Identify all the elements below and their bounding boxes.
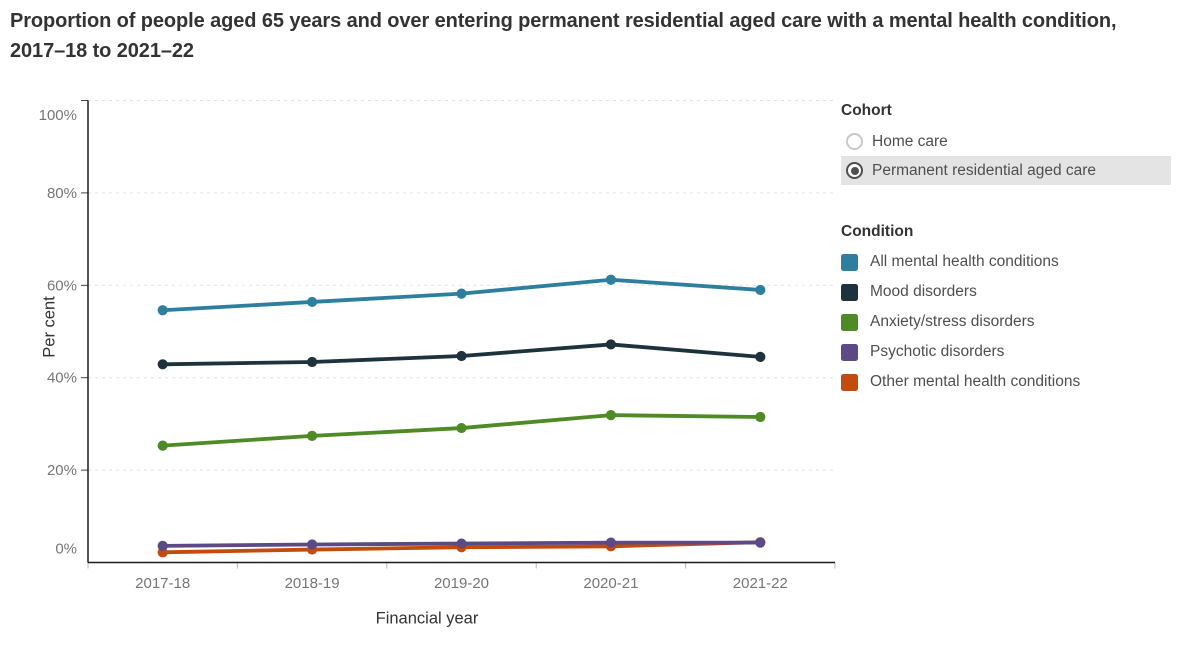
legend-item[interactable]: All mental health conditions	[841, 247, 1181, 277]
radio-option-label: Home care	[872, 132, 948, 150]
data-point-psychotic-disorders-2017-18[interactable]	[157, 540, 168, 551]
y-axis-tick-label: 60%	[47, 277, 77, 294]
legend-label: Mood disorders	[870, 283, 977, 300]
x-axis-tick-label: 2018-19	[285, 575, 340, 592]
legend-swatch	[841, 373, 858, 391]
radio-option-label: Permanent residential aged care	[872, 161, 1097, 179]
radio-option-home-care[interactable]: Home care	[841, 127, 1171, 156]
data-point-psychotic-disorders-2020-21[interactable]	[605, 537, 617, 548]
legend-label: Other mental health conditions	[870, 373, 1081, 390]
data-point-all-mental-health-conditions-2018-19[interactable]	[307, 296, 318, 308]
legend-label: Psychotic disorders	[870, 343, 1005, 360]
legend-swatch	[841, 283, 858, 301]
legend-label: Anxiety/stress disorders	[870, 313, 1035, 330]
x-axis-tick-label: 2021-22	[733, 575, 788, 592]
data-point-anxiety-stress-disorders-2017-18[interactable]	[157, 440, 168, 451]
data-point-mood-disorders-2018-19[interactable]	[307, 356, 318, 368]
cohort-legend-title: Cohort	[841, 102, 892, 119]
condition-legend-title: Condition	[841, 223, 914, 240]
x-axis-tick-label: 2020-21	[583, 575, 638, 592]
data-point-psychotic-disorders-2018-19[interactable]	[307, 539, 318, 550]
data-point-mood-disorders-2021-22[interactable]	[755, 351, 766, 363]
data-point-anxiety-stress-disorders-2020-21[interactable]	[605, 410, 617, 421]
radio-button-icon[interactable]	[846, 162, 863, 179]
page-title: Proportion of people aged 65 years and o…	[10, 10, 1117, 62]
data-point-all-mental-health-conditions-2019-20[interactable]	[456, 288, 467, 299]
legend-swatch	[841, 343, 858, 361]
legend-label: All mental health conditions	[870, 253, 1059, 270]
data-point-mood-disorders-2019-20[interactable]	[456, 350, 467, 362]
data-point-all-mental-health-conditions-2017-18[interactable]	[157, 305, 168, 316]
legend-item[interactable]: Anxiety/stress disorders	[841, 307, 1181, 337]
legend-item[interactable]: Mood disorders	[841, 277, 1181, 307]
y-axis-tick-label: 100%	[39, 107, 77, 124]
y-axis-tick-label: 0%	[55, 541, 77, 558]
data-point-mood-disorders-2020-21[interactable]	[605, 339, 617, 350]
radio-option-permanent-residential-aged-care[interactable]: Permanent residential aged care	[841, 156, 1171, 185]
y-axis-tick-label: 80%	[47, 185, 77, 202]
data-point-all-mental-health-conditions-2020-21[interactable]	[605, 274, 617, 285]
data-point-anxiety-stress-disorders-2018-19[interactable]	[307, 430, 318, 442]
data-point-all-mental-health-conditions-2021-22[interactable]	[755, 284, 766, 296]
y-axis-tick-label: 40%	[47, 370, 77, 387]
x-axis-tick-label: 2017-18	[135, 575, 190, 592]
condition-legend-items: All mental health conditions Mood disorde…	[841, 247, 1181, 397]
data-point-psychotic-disorders-2019-20[interactable]	[456, 538, 467, 549]
data-point-psychotic-disorders-2021-22[interactable]	[755, 537, 766, 548]
y-axis-tick-label: 20%	[47, 462, 77, 479]
data-point-anxiety-stress-disorders-2019-20[interactable]	[456, 422, 467, 434]
legend-swatch	[841, 253, 858, 271]
legend-item[interactable]: Psychotic disorders	[841, 337, 1181, 367]
line-chart-canvas: 0% 20% 40% 60% 80% 100% 2017-18 2018-19 2019-20 2…	[39, 100, 836, 592]
legend-swatch	[841, 313, 858, 331]
radio-button-icon[interactable]	[846, 133, 863, 150]
data-point-mood-disorders-2017-18[interactable]	[157, 359, 168, 370]
legend-item[interactable]: Other mental health conditions	[841, 367, 1181, 397]
y-axis-title: Per cent	[40, 296, 59, 358]
x-axis-title: Financial year	[375, 609, 479, 628]
data-point-anxiety-stress-disorders-2021-22[interactable]	[755, 411, 766, 423]
x-axis-tick-label: 2019-20	[434, 575, 489, 592]
